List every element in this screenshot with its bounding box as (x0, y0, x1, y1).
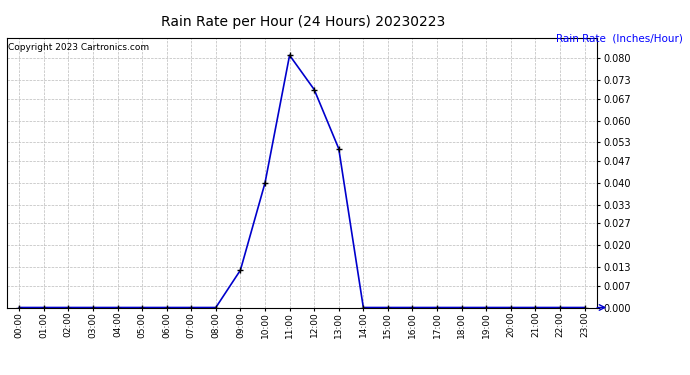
Text: Rain Rate  (Inches/Hour): Rain Rate (Inches/Hour) (556, 34, 683, 44)
Text: Copyright 2023 Cartronics.com: Copyright 2023 Cartronics.com (8, 43, 149, 52)
Text: Rain Rate per Hour (24 Hours) 20230223: Rain Rate per Hour (24 Hours) 20230223 (161, 15, 446, 29)
